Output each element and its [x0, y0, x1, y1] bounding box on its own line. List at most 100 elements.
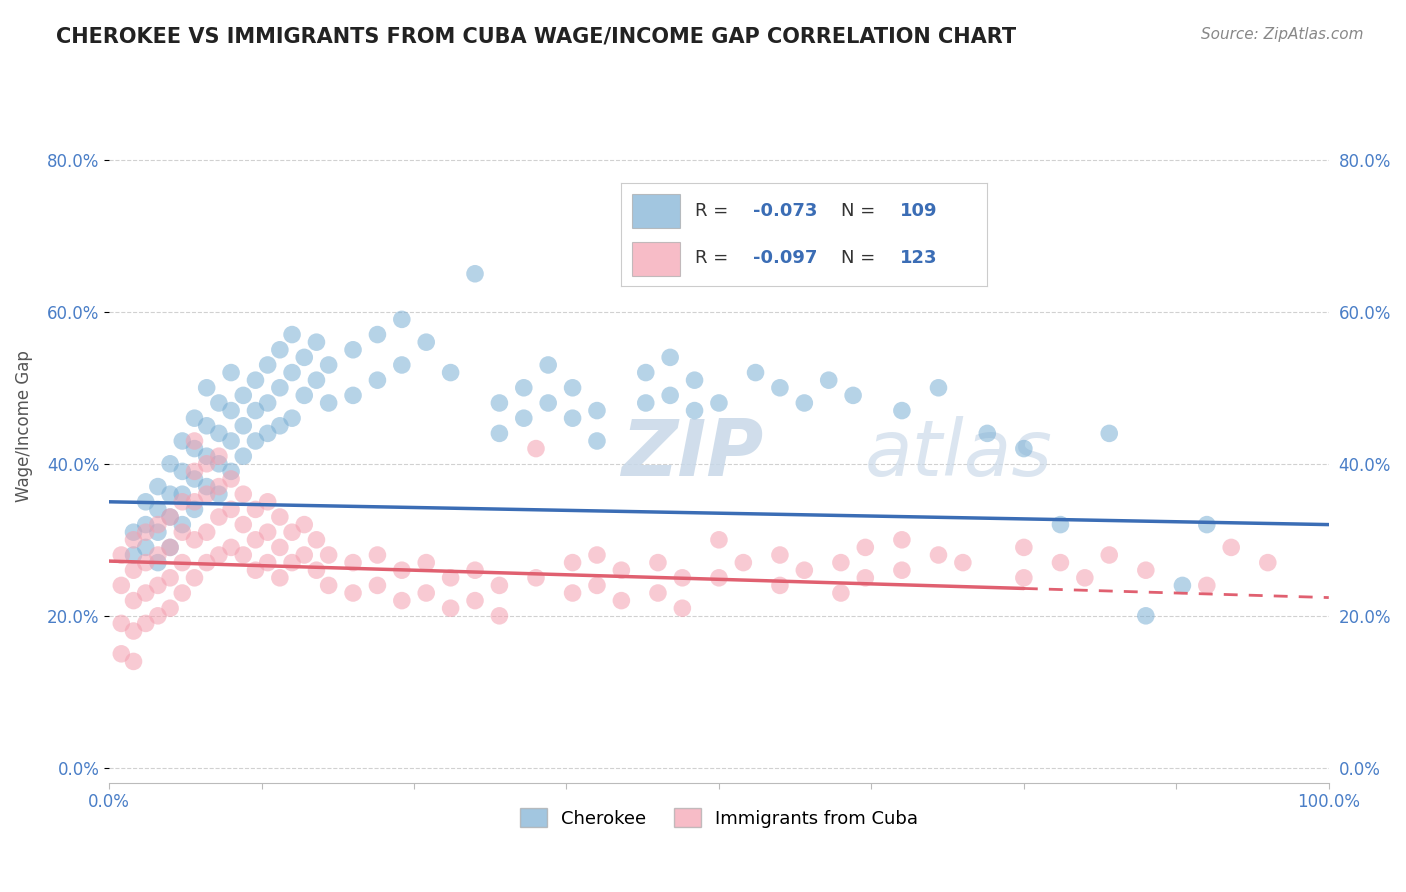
- Point: [183, 411, 205, 425]
- Point: [146, 548, 169, 562]
- Point: [110, 578, 132, 592]
- Point: [610, 563, 633, 577]
- Point: [256, 396, 278, 410]
- Point: [208, 396, 231, 410]
- Point: [183, 464, 205, 478]
- Point: [269, 381, 291, 395]
- Point: [219, 502, 242, 516]
- Point: [1012, 541, 1035, 555]
- Point: [245, 403, 267, 417]
- Point: [561, 381, 583, 395]
- Point: [671, 571, 693, 585]
- Point: [342, 556, 364, 570]
- Point: [1012, 571, 1035, 585]
- Point: [305, 563, 328, 577]
- Point: [488, 396, 510, 410]
- Point: [122, 655, 145, 669]
- Point: [586, 548, 609, 562]
- Point: [245, 502, 267, 516]
- Point: [159, 541, 181, 555]
- Point: [671, 601, 693, 615]
- Point: [683, 403, 706, 417]
- Point: [366, 548, 388, 562]
- Point: [183, 571, 205, 585]
- Point: [890, 563, 912, 577]
- Point: [1074, 571, 1097, 585]
- Point: [488, 426, 510, 441]
- Point: [1195, 517, 1218, 532]
- Point: [281, 366, 304, 380]
- Point: [292, 548, 315, 562]
- Point: [256, 525, 278, 540]
- Point: [159, 510, 181, 524]
- Point: [513, 411, 536, 425]
- Point: [561, 556, 583, 570]
- Point: [281, 525, 304, 540]
- Point: [245, 563, 267, 577]
- Point: [318, 358, 340, 372]
- Point: [537, 358, 560, 372]
- Point: [853, 541, 876, 555]
- Point: [488, 578, 510, 592]
- Point: [1220, 541, 1243, 555]
- Point: [1257, 556, 1279, 570]
- Point: [927, 381, 949, 395]
- Point: [1135, 563, 1157, 577]
- Point: [195, 480, 218, 494]
- Point: [172, 556, 194, 570]
- Point: [707, 396, 730, 410]
- Point: [208, 449, 231, 463]
- Point: [561, 411, 583, 425]
- Point: [208, 457, 231, 471]
- Point: [245, 533, 267, 547]
- Point: [135, 495, 157, 509]
- Point: [256, 358, 278, 372]
- Point: [195, 525, 218, 540]
- Point: [135, 616, 157, 631]
- Point: [890, 403, 912, 417]
- Point: [208, 548, 231, 562]
- Point: [817, 373, 839, 387]
- Point: [195, 381, 218, 395]
- Point: [122, 563, 145, 577]
- Point: [110, 647, 132, 661]
- Point: [976, 426, 998, 441]
- Point: [890, 533, 912, 547]
- Point: [146, 517, 169, 532]
- Point: [219, 472, 242, 486]
- Point: [146, 578, 169, 592]
- Point: [866, 267, 889, 281]
- Point: [195, 457, 218, 471]
- Point: [391, 593, 413, 607]
- Point: [634, 366, 657, 380]
- Point: [159, 457, 181, 471]
- Point: [110, 548, 132, 562]
- Point: [318, 548, 340, 562]
- Point: [439, 601, 461, 615]
- Point: [183, 533, 205, 547]
- Point: [634, 396, 657, 410]
- Point: [647, 556, 669, 570]
- Point: [415, 586, 437, 600]
- Point: [245, 434, 267, 448]
- Point: [122, 533, 145, 547]
- Point: [342, 343, 364, 357]
- Point: [146, 525, 169, 540]
- Point: [659, 388, 682, 402]
- Point: [172, 586, 194, 600]
- Point: [269, 510, 291, 524]
- Point: [232, 449, 254, 463]
- Point: [159, 487, 181, 501]
- Point: [159, 541, 181, 555]
- Point: [464, 563, 486, 577]
- Point: [853, 571, 876, 585]
- Point: [183, 434, 205, 448]
- Point: [769, 578, 792, 592]
- Point: [245, 373, 267, 387]
- Point: [415, 556, 437, 570]
- Point: [586, 434, 609, 448]
- Point: [830, 556, 852, 570]
- Point: [305, 533, 328, 547]
- Point: [146, 502, 169, 516]
- Text: CHEROKEE VS IMMIGRANTS FROM CUBA WAGE/INCOME GAP CORRELATION CHART: CHEROKEE VS IMMIGRANTS FROM CUBA WAGE/IN…: [56, 27, 1017, 46]
